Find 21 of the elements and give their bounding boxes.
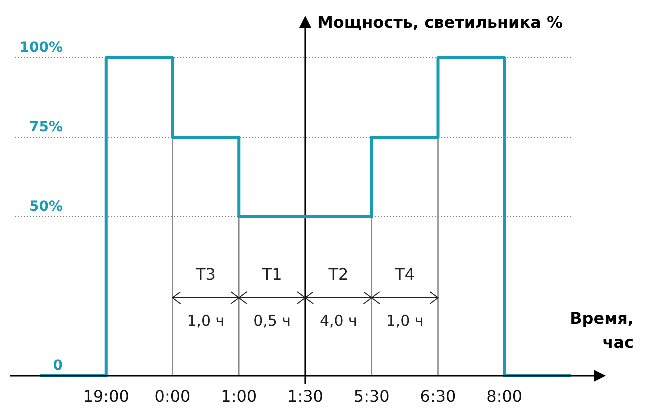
annotation: 1,0 ч [187, 312, 225, 330]
annotation: 1,0 ч [386, 312, 424, 330]
x-tick-label: 1:00 [221, 387, 258, 406]
y-tick-label: 100% [20, 40, 63, 56]
annotation: 4,0 ч [320, 312, 358, 330]
annotation: T4 [394, 265, 416, 284]
x-axis-title: Время, час [570, 309, 634, 352]
x-tick-label: 1:30 [288, 387, 324, 406]
annotation: T1 [261, 265, 282, 284]
x-tick-label: 0:00 [154, 387, 191, 406]
x-tick-label: 19:00 [83, 387, 130, 406]
y-axis-title: Мощность, светильника % [318, 13, 563, 32]
y-tick-label: 50% [29, 199, 63, 215]
x-tick-label: 5:30 [354, 387, 390, 406]
x-tick-label: 8:00 [486, 387, 523, 406]
y-tick-label: 0 [53, 358, 64, 374]
annotation: T2 [328, 265, 349, 284]
x-tick-label: 6:30 [420, 387, 456, 406]
annotation: 0,5 ч [254, 312, 292, 330]
annotation: T3 [194, 265, 216, 284]
y-tick-label: 75% [29, 120, 63, 136]
